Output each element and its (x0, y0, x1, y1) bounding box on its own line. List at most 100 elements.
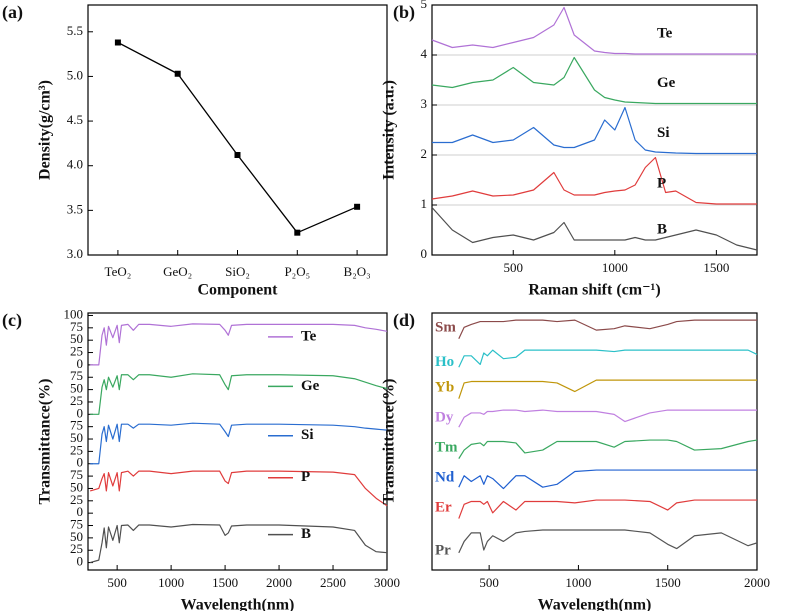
series-line (89, 470, 388, 507)
y-tick-label: 0 (77, 554, 84, 569)
y-tick-label: 4.5 (67, 112, 83, 127)
series-label: Dy (435, 410, 454, 426)
y-tick-label: 0 (421, 246, 428, 261)
x-tick-label: 500 (504, 260, 524, 275)
series-label: Ge (657, 75, 676, 91)
y-tick-label: 25 (70, 541, 83, 556)
x-tick-label: 1500 (703, 260, 729, 275)
y-tick-label: 25 (70, 442, 83, 457)
x-tick-label: 500 (479, 575, 499, 590)
y-tick-label: 0 (77, 356, 84, 371)
y-tick-label: 100 (64, 306, 84, 321)
series-label: Si (301, 427, 314, 443)
series-label: Er (435, 499, 452, 515)
y-tick-label: 3.5 (67, 201, 83, 216)
y-tick-label: 3 (421, 96, 428, 111)
series-line (89, 523, 388, 564)
y-axis-title: Transmittance(%) (37, 379, 54, 505)
marker (174, 70, 181, 77)
x-tick-label: 2000 (744, 575, 770, 590)
y-tick-label: 0 (77, 455, 84, 470)
x-tick-label: 1500 (655, 575, 681, 590)
x-tick-label: 500 (107, 575, 127, 590)
plot-frame (431, 4, 758, 256)
y-tick-label: 4 (421, 46, 428, 61)
y-tick-label: 25 (70, 344, 83, 359)
y-tick-label: 3.0 (67, 246, 83, 261)
series-line (458, 529, 758, 554)
marker (234, 152, 241, 158)
x-tick-label: P₂O₅ (284, 264, 310, 279)
series-label: Pr (435, 542, 451, 558)
series-label: Te (657, 25, 673, 41)
series-label: Ge (301, 378, 320, 394)
panel-label: (b) (393, 2, 415, 23)
x-tick-label: 2000 (266, 575, 292, 590)
plot-frame (87, 4, 388, 256)
y-tick-label: 75 (70, 467, 83, 482)
series-label: P (301, 469, 310, 485)
series-line (117, 41, 358, 234)
series-line (90, 422, 388, 465)
series-label: Si (657, 125, 670, 141)
y-tick-label: 50 (70, 529, 83, 544)
marker (354, 203, 361, 210)
series-line (431, 56, 757, 105)
series-line (432, 106, 757, 155)
series-line (431, 156, 757, 205)
y-tick-label: 0 (77, 504, 84, 519)
y-axis-title: Density(g/cm³) (37, 80, 54, 180)
series-line (458, 379, 757, 399)
y-tick-label: 50 (70, 331, 83, 346)
x-tick-label: 1000 (565, 575, 591, 590)
x-tick-label: SiO₂ (225, 264, 250, 279)
series-line (458, 409, 757, 428)
x-tick-label: TeO₂ (105, 264, 132, 279)
series-label: Nd (435, 469, 455, 485)
y-tick-label: 50 (70, 479, 83, 494)
series-line (458, 439, 758, 459)
y-tick-label: 2 (421, 146, 428, 161)
y-tick-label: 75 (70, 368, 83, 383)
y-tick-label: 75 (70, 319, 83, 334)
x-tick-label: 1000 (158, 575, 184, 590)
x-tick-label: 3000 (374, 575, 400, 590)
series-line (431, 207, 758, 251)
series-line (431, 6, 757, 55)
marker (114, 39, 121, 46)
y-tick-label: 0 (77, 405, 84, 420)
x-tick-label: GeO₂ (163, 264, 192, 279)
y-tick-label: 75 (70, 418, 83, 433)
plot-frame (431, 312, 758, 571)
y-tick-label: 4.0 (67, 157, 83, 172)
y-tick-label: 25 (70, 393, 83, 408)
y-axis-title: Transmittance(%) (381, 379, 398, 505)
x-tick-label: B₂O₃ (344, 264, 371, 279)
x-axis-title: Wavelength(nm) (181, 597, 295, 611)
series-line (458, 349, 758, 368)
y-tick-label: 50 (70, 430, 83, 445)
x-tick-label: 2500 (320, 575, 346, 590)
x-axis-title: Component (197, 282, 278, 299)
x-tick-label: 1500 (212, 575, 238, 590)
series-label: P (657, 175, 666, 191)
series-line (458, 469, 757, 490)
x-tick-label: 1000 (602, 260, 628, 275)
x-axis-title: Wavelength(nm) (538, 597, 652, 611)
x-axis-title: Raman shift (cm⁻¹) (528, 282, 660, 299)
y-tick-label: 1 (421, 196, 428, 211)
series-label: Yb (435, 380, 454, 396)
y-tick-label: 50 (70, 381, 83, 396)
panel-label: (a) (2, 2, 23, 23)
series-line (90, 373, 388, 415)
marker (294, 229, 301, 236)
series-label: B (657, 221, 667, 237)
series-label: Te (301, 328, 317, 344)
y-tick-label: 25 (70, 492, 83, 507)
series-label: B (301, 526, 311, 542)
series-line (90, 323, 388, 366)
series-label: Ho (435, 354, 454, 370)
series-label: Tm (435, 440, 458, 456)
